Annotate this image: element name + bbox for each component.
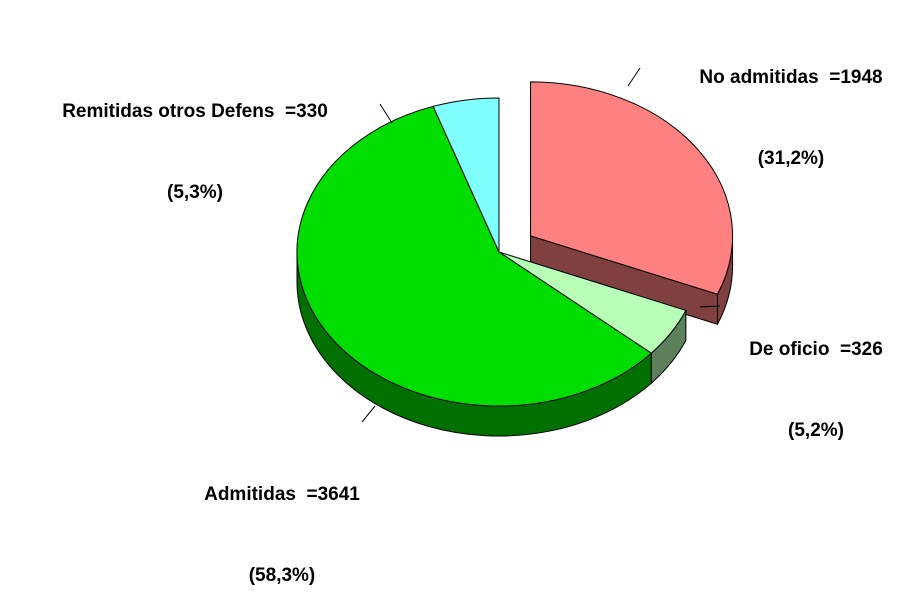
slice-label-de-oficio-line1: De oficio =326 [749, 339, 883, 360]
slice-label-de-oficio-percent: (5,2%) [788, 420, 844, 441]
pie-sides [296, 81, 734, 437]
pie-slice-admitidas [296, 105, 653, 407]
slice-label-admitidas-percent: (58,3%) [248, 565, 316, 586]
slice-label-admitidas-line1: Admitidas =3641 [204, 484, 360, 505]
slice-label-de-oficio: De oficio =326 (5,2%) [712, 282, 920, 471]
slice-label-remitidas: Remitidas otros Defens =330 (5,3%) [0, 44, 390, 233]
slice-label-remitidas-line1: Remitidas otros Defens =330 [62, 101, 328, 122]
leader-line-no-admitidas [627, 67, 641, 87]
slice-label-no-admitidas-line1: No admitidas =1948 [699, 67, 883, 88]
label-leader-lines [361, 67, 721, 423]
slice-label-no-admitidas: No admitidas =1948 (31,2%) [662, 10, 920, 199]
pie-tops [296, 81, 734, 407]
leader-line-remitidas [379, 103, 393, 124]
leader-line-admitidas [361, 405, 376, 423]
slice-label-remitidas-percent: (5,3%) [167, 182, 223, 203]
pie-slice-remitidas [432, 97, 500, 253]
slice-label-admitidas: Admitidas =3641 (58,3%) [142, 427, 422, 616]
leader-line-de-oficio [699, 305, 721, 308]
slice-label-no-admitidas-percent: (31,2%) [757, 148, 825, 169]
pie-chart [296, 67, 734, 437]
pie-slice-no-admitidas [530, 81, 734, 295]
